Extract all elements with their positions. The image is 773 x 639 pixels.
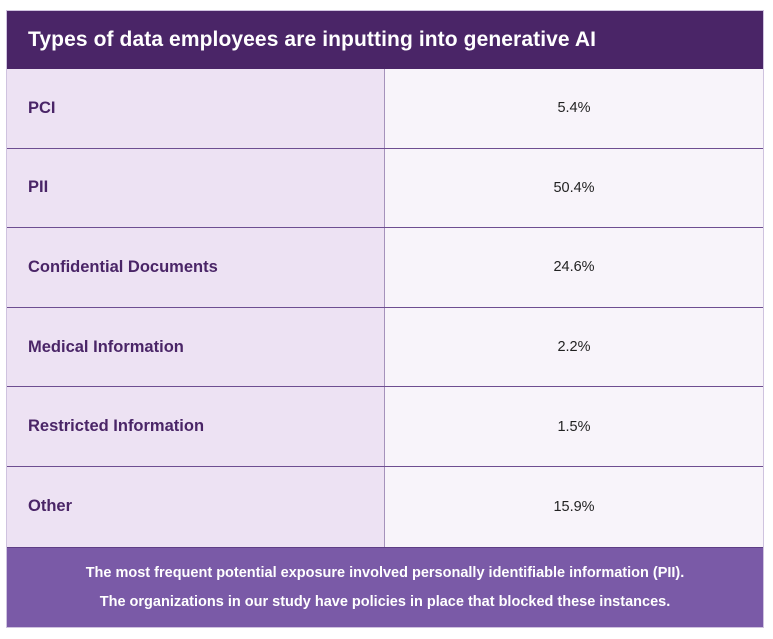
- table-row: Medical Information 2.2%: [7, 307, 763, 388]
- table-row: Confidential Documents 24.6%: [7, 228, 763, 308]
- row-label: Confidential Documents: [7, 228, 385, 307]
- row-value: 5.4%: [385, 69, 763, 148]
- table-header: Types of data employees are inputting in…: [7, 11, 763, 69]
- footer-note: The most frequent potential exposure inv…: [7, 547, 763, 627]
- row-label: Other: [7, 466, 385, 547]
- footer-line-2: The organizations in our study have poli…: [99, 593, 671, 610]
- row-label: PII: [7, 148, 385, 228]
- row-value: 24.6%: [385, 228, 763, 307]
- table-body: PCI 5.4% PII 50.4% Confidential Document…: [7, 69, 763, 547]
- table-title: Types of data employees are inputting in…: [28, 28, 597, 51]
- row-label: Restricted Information: [7, 387, 385, 466]
- table-row: Other 15.9%: [7, 466, 763, 547]
- row-value: 1.5%: [385, 387, 763, 466]
- row-value: 15.9%: [385, 466, 763, 547]
- table-row: PCI 5.4%: [7, 69, 763, 149]
- row-label: Medical Information: [7, 307, 385, 387]
- footer-line-1: The most frequent potential exposure inv…: [85, 564, 685, 581]
- table-row: PII 50.4%: [7, 148, 763, 229]
- row-value: 2.2%: [385, 307, 763, 387]
- row-value: 50.4%: [385, 148, 763, 228]
- row-label: PCI: [7, 69, 385, 148]
- data-types-table-card: Types of data employees are inputting in…: [6, 10, 764, 628]
- table-row: Restricted Information 1.5%: [7, 387, 763, 467]
